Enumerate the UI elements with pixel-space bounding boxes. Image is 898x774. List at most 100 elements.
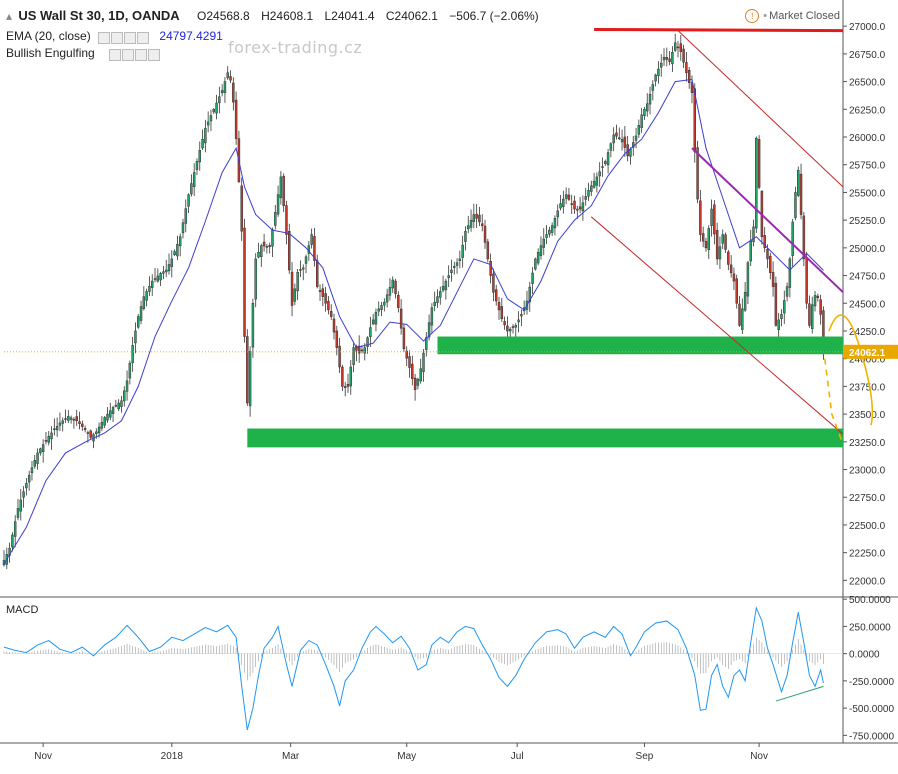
candle-body xyxy=(592,181,596,188)
warning-icon[interactable]: ! xyxy=(745,9,760,23)
candle-body xyxy=(44,440,48,442)
change-value: −506.7 (−2.06%) xyxy=(449,9,539,23)
candle-body xyxy=(612,134,615,144)
time-tick-label: Nov xyxy=(34,751,52,762)
candle-body xyxy=(114,404,118,407)
macd-tick-label: 0.0000 xyxy=(849,650,880,661)
price-pane xyxy=(4,4,843,597)
market-status-text: Market Closed xyxy=(769,10,840,22)
candle-body xyxy=(380,305,383,310)
price-tick-label: 27000.0 xyxy=(849,22,886,33)
candle-body xyxy=(106,413,109,421)
candle-body xyxy=(587,189,590,197)
candle-body xyxy=(162,271,165,274)
candle-body xyxy=(50,432,53,440)
candle-body xyxy=(134,330,137,344)
candle-body xyxy=(184,208,188,224)
candle-body xyxy=(25,483,28,489)
candle-body xyxy=(251,303,255,348)
candle-body xyxy=(687,69,691,83)
candle-body xyxy=(771,272,775,287)
candle-body xyxy=(419,368,422,382)
candle-body xyxy=(220,90,224,94)
candle-body xyxy=(648,93,652,105)
candle-body xyxy=(288,231,291,271)
eye-icon[interactable] xyxy=(111,31,124,44)
candle-body xyxy=(299,269,302,271)
candle-body xyxy=(469,219,473,228)
candle-body xyxy=(769,255,772,274)
candle-body xyxy=(494,289,498,302)
settings-icon[interactable] xyxy=(98,31,111,44)
symbol-title[interactable]: US Wall St 30, 1D, OANDA xyxy=(18,8,180,23)
candle-body xyxy=(609,143,613,151)
close-icon[interactable] xyxy=(148,48,161,61)
ema-label[interactable]: EMA (20, close) xyxy=(6,29,91,43)
candle-body xyxy=(72,419,76,421)
gear-icon[interactable] xyxy=(124,31,137,44)
candle-body xyxy=(156,275,160,282)
candle-body xyxy=(22,491,25,498)
candle-body xyxy=(735,278,738,304)
candle-body xyxy=(511,326,515,328)
time-tick-label: Jul xyxy=(511,751,524,762)
candle-body xyxy=(53,428,56,430)
candle-body xyxy=(743,291,747,311)
candle-body xyxy=(117,402,120,410)
candle-body xyxy=(461,244,464,258)
candle-body xyxy=(338,345,341,368)
candle-body xyxy=(802,215,806,260)
candle-body xyxy=(145,291,148,301)
candle-body xyxy=(120,400,123,407)
candle-body xyxy=(204,127,207,144)
candle-body xyxy=(19,499,23,512)
candle-body xyxy=(377,308,380,312)
price-tick-label: 22500.0 xyxy=(849,521,886,532)
candle-body xyxy=(279,176,283,198)
chevron-down-icon[interactable] xyxy=(102,50,108,60)
candle-body xyxy=(629,148,632,157)
candle-body xyxy=(590,185,593,192)
close-icon[interactable] xyxy=(137,31,150,44)
candle-body xyxy=(578,206,582,210)
settings-icon[interactable] xyxy=(109,48,122,61)
candle-body xyxy=(349,366,353,387)
candle-body xyxy=(198,150,201,163)
collapse-arrow-icon[interactable]: ▴ xyxy=(6,9,13,23)
price-tick-label: 26750.0 xyxy=(849,50,886,61)
candle-body xyxy=(343,386,347,388)
candle-body xyxy=(268,245,271,247)
candle-body xyxy=(567,194,571,200)
candle-body xyxy=(58,422,62,426)
candle-body xyxy=(388,287,392,296)
candle-body xyxy=(128,362,132,379)
candle-body xyxy=(598,171,601,177)
price-tick-label: 24000.0 xyxy=(849,355,886,366)
candle-body xyxy=(109,410,112,418)
candle-body xyxy=(458,258,462,261)
candle-body xyxy=(618,137,621,139)
candle-body xyxy=(371,319,375,325)
candle-body xyxy=(813,295,817,307)
candle-body xyxy=(696,147,699,200)
candle-body xyxy=(385,294,389,303)
candle-body xyxy=(78,421,81,424)
pattern-label[interactable]: Bullish Engulfing xyxy=(6,46,95,60)
candle-body xyxy=(374,311,378,325)
candle-body xyxy=(439,291,442,298)
candle-body xyxy=(178,236,182,247)
candle-body xyxy=(276,194,280,215)
pattern-buttons xyxy=(102,47,161,61)
candle-body xyxy=(97,426,101,434)
macd-tick-label: 250.0000 xyxy=(849,622,891,633)
candle-body xyxy=(405,350,408,359)
gear-icon[interactable] xyxy=(122,48,135,61)
candle-body xyxy=(576,208,579,211)
candle-body xyxy=(757,139,761,188)
candle-body xyxy=(30,467,34,474)
eye-icon[interactable] xyxy=(135,48,148,61)
macd-tick-label: -250.0000 xyxy=(849,677,894,688)
close-value: C24062.1 xyxy=(385,9,438,23)
candle-body xyxy=(777,319,780,331)
